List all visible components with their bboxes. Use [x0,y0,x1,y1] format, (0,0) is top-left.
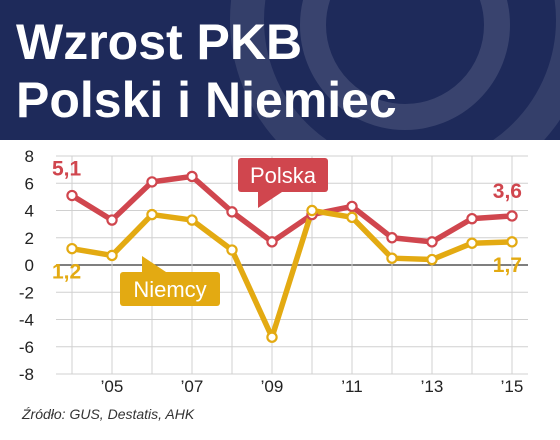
y-tick-label: 6 [25,174,34,193]
data-point-polska [106,214,118,226]
data-point-niemcy [226,244,238,256]
data-point-polska [506,210,518,222]
x-tick-label: ’09 [261,377,284,396]
series-line-polska [69,173,515,245]
legend-niemcy-text: Niemcy [133,277,206,302]
x-tick-label: ’07 [181,377,204,396]
end-label-niemcy: 1,7 [493,254,522,277]
y-tick-label: -2 [19,283,34,302]
y-axis: -8 -6 -4 -2 0 2 4 6 8 [19,147,34,384]
legend-polska-box [238,158,328,192]
y-tick-label: -6 [19,338,34,357]
data-point-polska [226,206,238,218]
x-tick-label: ’13 [421,377,444,396]
line-chart: -8 -6 -4 -2 0 2 4 6 8 ’05 ’07 ’09 ’11 ’13 ’15 5,1 3,6 1… [19,147,528,396]
legend-niemcy: Niemcy [120,256,220,306]
data-point-niemcy [386,252,398,264]
data-point-niemcy [346,211,358,224]
data-point-polska [186,170,198,183]
start-label-niemcy: 1,2 [52,261,81,284]
x-tick-label: ’11 [341,377,362,396]
y-tick-label: 2 [25,229,34,248]
chart-title-line-2: Polski i Niemiec [16,72,397,128]
data-point-polska [66,189,78,202]
grid [56,155,528,375]
x-tick-label: ’05 [101,377,124,396]
data-point-polska [266,236,278,248]
legend-polska-pointer [258,192,282,208]
legend-niemcy-box [120,272,220,306]
data-point-polska [426,236,438,248]
data-point-polska [386,232,398,244]
y-tick-label: 8 [25,147,34,166]
start-label-polska: 5,1 [52,158,82,181]
x-tick-label: ’15 [501,377,524,396]
data-point-polska [146,176,158,188]
series-line-niemcy [69,207,515,340]
data-point-niemcy [426,253,438,266]
legend-niemcy-pointer [142,256,166,272]
header-banner: Wzrost PKB Polski i Niemiec [0,0,560,140]
series-lines [66,170,518,343]
data-point-polska [346,200,358,213]
data-point-niemcy [66,242,78,255]
data-point-niemcy [146,208,158,221]
source-note: Źródło: GUS, Destatis, AHK [22,406,195,422]
legend-polska-text: Polska [250,163,317,188]
x-axis: ’05 ’07 ’09 ’11 ’13 ’15 [101,377,524,396]
data-point-niemcy [106,249,118,262]
data-point-niemcy [466,237,478,249]
y-tick-label: -4 [19,311,34,330]
end-label-polska: 3,6 [493,180,522,203]
y-tick-label: 4 [25,202,34,221]
annotations: 5,1 3,6 1,2 1,7 Polska Niemcy [52,158,522,306]
data-point-niemcy [306,204,318,217]
legend-polska: Polska [238,158,328,208]
data-point-niemcy [186,214,198,226]
data-point-polska [466,212,478,225]
chart-title-line-1: Wzrost PKB [16,14,303,70]
data-point-niemcy [506,236,518,248]
y-tick-label: 0 [25,256,34,275]
data-point-niemcy [266,331,278,343]
y-tick-label: -8 [19,365,34,384]
